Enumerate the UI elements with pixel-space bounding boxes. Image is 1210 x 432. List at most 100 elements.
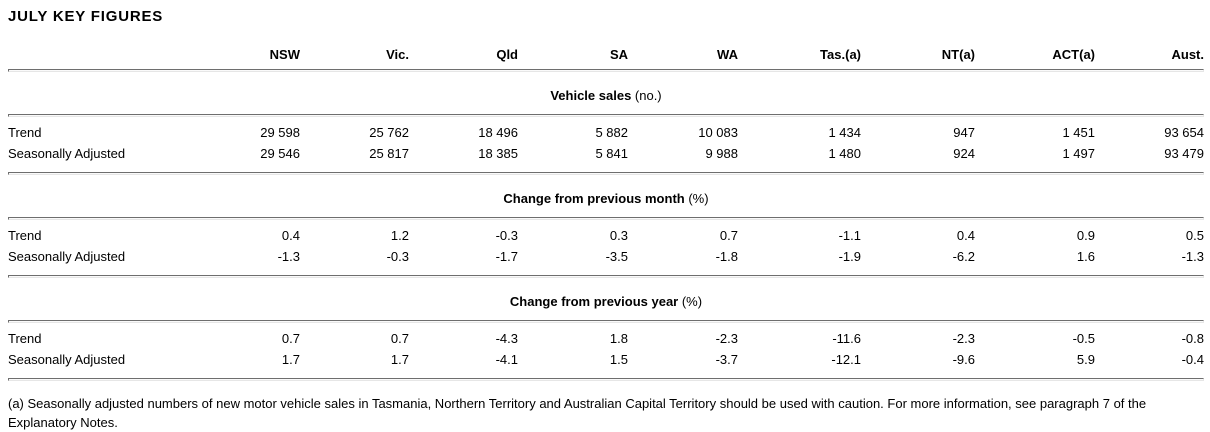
section-heading-unit: (%): [684, 191, 709, 206]
data-cell: -2.3: [952, 331, 975, 346]
data-cell: 0.3: [609, 228, 628, 243]
data-cell: -0.5: [1072, 331, 1095, 346]
section-heading-unit: (no.): [631, 88, 662, 103]
column-header-label: WA: [717, 47, 738, 62]
section-heading: Vehicle sales (no.): [8, 72, 1204, 114]
data-cell: -9.6: [952, 352, 975, 367]
row-label: Seasonally Adjusted: [8, 146, 126, 161]
data-cell: 0.5: [1185, 228, 1204, 243]
horizontal-rule: [8, 320, 1204, 323]
column-header-tas: Tas.(a): [738, 47, 861, 63]
data-cell: -3.5: [605, 249, 628, 264]
horizontal-rule: [8, 114, 1204, 117]
data-cell: 5.9: [1076, 352, 1095, 367]
data-cell: 93 654: [1164, 125, 1204, 140]
data-cell: 0.9: [1076, 228, 1095, 243]
data-cell: 5 841: [595, 146, 628, 161]
horizontal-rule: [8, 217, 1204, 220]
data-cell: 947: [953, 125, 975, 140]
data-cell: -1.3: [1181, 249, 1204, 264]
data-cell: 18 385: [478, 146, 518, 161]
horizontal-rule: [8, 275, 1204, 278]
column-header-label: NT: [941, 47, 960, 62]
section-heading: Change from previous year (%): [8, 278, 1204, 320]
column-header-nt: NT(a): [861, 47, 975, 63]
section-heading-unit: (%): [678, 294, 703, 309]
data-cell: 924: [953, 146, 975, 161]
column-header-nsw: NSW: [238, 47, 300, 63]
data-cell: 25 762: [369, 125, 409, 140]
data-cell: -4.3: [495, 331, 518, 346]
data-cell: 0.4: [281, 228, 300, 243]
data-cell: -6.2: [952, 249, 975, 264]
data-cell: 0.7: [390, 331, 409, 346]
data-cell: 9 988: [705, 146, 738, 161]
data-cell: 1 451: [1062, 125, 1095, 140]
horizontal-rule: [8, 172, 1204, 175]
table-row: Trend 29 598 25 762 18 496 5 882 10 083 1 434 9…: [8, 122, 1204, 143]
data-cell: 10 083: [698, 125, 738, 140]
data-cell: -0.4: [1181, 352, 1204, 367]
column-header-label: Vic.: [386, 47, 409, 62]
table-row: Seasonally Adjusted -1.3 -0.3 -1.7 -3.5 -1.8 -…: [8, 246, 1204, 267]
column-header-qld: Qld: [409, 47, 518, 63]
section-heading-title: Change from previous year: [509, 294, 679, 309]
row-label: Trend: [8, 125, 42, 140]
section-heading-title: Vehicle sales: [550, 88, 632, 103]
data-cell: -11.6: [832, 331, 861, 346]
data-cell: 1.2: [390, 228, 409, 243]
column-header-label: SA: [609, 47, 628, 62]
column-header-note: (a): [845, 47, 861, 62]
row-label: Seasonally Adjusted: [8, 352, 126, 367]
data-cell: -0.3: [386, 249, 409, 264]
column-header-label: NSW: [269, 47, 300, 62]
data-cell: 1.7: [390, 352, 409, 367]
data-cell: 1 434: [828, 125, 861, 140]
column-header-label: Tas.: [820, 47, 846, 62]
data-cell: 5 882: [595, 125, 628, 140]
data-cell: 93 479: [1164, 146, 1204, 161]
data-cell: 0.7: [719, 228, 738, 243]
table-row: Trend 0.7 0.7 -4.3 1.8 -2.3 -11.6 -2.3 -0.5 -0.8: [8, 328, 1204, 349]
data-cell: 1.6: [1076, 249, 1095, 264]
column-header-vic: Vic.: [300, 47, 409, 63]
data-cell: 29 598: [260, 125, 300, 140]
column-header-wa: WA: [628, 47, 738, 63]
section-heading-title: Change from previous month: [503, 191, 685, 206]
column-header-sa: SA: [518, 47, 628, 63]
column-header-row: NSW Vic. Qld SA WA Tas.(a) NT(a) ACT(a) Aust.: [8, 47, 1204, 69]
data-cell: -4.1: [495, 352, 518, 367]
data-cell: -1.9: [838, 249, 861, 264]
data-cell: 1.5: [609, 352, 628, 367]
row-label-column-header: [8, 47, 238, 63]
data-cell: 1.7: [281, 352, 300, 367]
key-figures-table: NSW Vic. Qld SA WA Tas.(a) NT(a) ACT(a) Aust. Veh…: [8, 47, 1204, 381]
data-cell: -1.3: [277, 249, 300, 264]
horizontal-rule: [8, 378, 1204, 381]
column-header-act: ACT(a): [975, 47, 1095, 63]
data-cell: 29 546: [260, 146, 300, 161]
data-cell: -1.1: [838, 228, 861, 243]
data-cell: 25 817: [369, 146, 409, 161]
data-cell: -0.8: [1181, 331, 1204, 346]
data-cell: 1.8: [609, 331, 628, 346]
column-header-aust: Aust.: [1095, 47, 1205, 63]
column-header-note: (a): [959, 47, 975, 62]
data-cell: -0.3: [495, 228, 518, 243]
data-cell: 18 496: [478, 125, 518, 140]
column-header-label: Qld: [496, 47, 518, 62]
section-rows: Trend 29 598 25 762 18 496 5 882 10 083 1 434 9…: [8, 117, 1204, 172]
row-label: Trend: [8, 331, 42, 346]
section-rows: Trend 0.7 0.7 -4.3 1.8 -2.3 -11.6 -2.3 -0.5 -0.8 S…: [8, 323, 1204, 378]
data-cell: 0.7: [281, 331, 300, 346]
section-rows: Trend 0.4 1.2 -0.3 0.3 0.7 -1.1 0.4 0.9 0.5 Season…: [8, 220, 1204, 275]
section-heading: Change from previous month (%): [8, 175, 1204, 217]
column-header-label: ACT: [1052, 47, 1080, 62]
page-title: JULY KEY FIGURES: [8, 8, 164, 25]
column-header-label: Aust.: [1171, 47, 1205, 62]
table-row: Trend 0.4 1.2 -0.3 0.3 0.7 -1.1 0.4 0.9 0.5: [8, 225, 1204, 246]
footnote: (a) Seasonally adjusted numbers of new m…: [8, 396, 1147, 430]
data-cell: -2.3: [715, 331, 738, 346]
row-label: Seasonally Adjusted: [8, 249, 126, 264]
